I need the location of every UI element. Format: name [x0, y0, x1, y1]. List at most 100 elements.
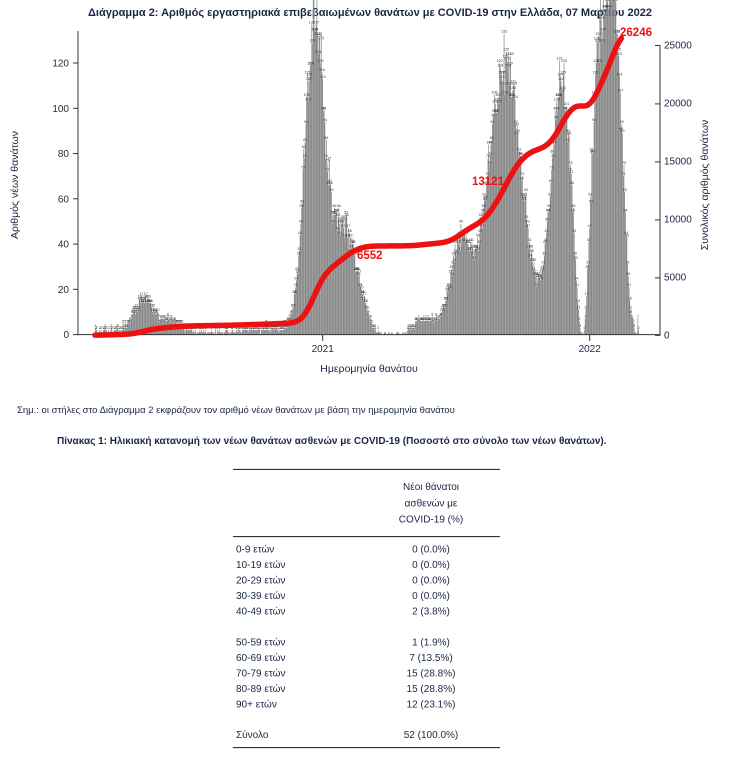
svg-text:3: 3	[579, 324, 581, 328]
svg-text:20: 20	[359, 285, 363, 289]
svg-text:Αριθμός νέων θανάτων: Αριθμός νέων θανάτων	[9, 131, 21, 239]
svg-text:75: 75	[569, 161, 573, 165]
svg-text:70: 70	[621, 172, 625, 176]
svg-text:45: 45	[544, 229, 548, 233]
svg-text:16: 16	[147, 294, 151, 298]
svg-text:Σύνολο: Σύνολο	[236, 729, 269, 741]
svg-text:2: 2	[377, 326, 379, 330]
svg-text:49: 49	[459, 220, 463, 224]
svg-text:94: 94	[323, 118, 327, 122]
svg-text:119: 119	[507, 61, 513, 65]
svg-text:7: 7	[584, 315, 586, 319]
svg-text:43: 43	[625, 233, 629, 237]
svg-text:70-79 ετών: 70-79 ετών	[236, 668, 285, 680]
svg-text:78: 78	[551, 154, 555, 158]
svg-text:33: 33	[574, 256, 578, 260]
svg-text:121: 121	[504, 57, 510, 61]
svg-text:30-39 ετών: 30-39 ετών	[236, 590, 285, 602]
svg-text:85: 85	[566, 138, 570, 142]
svg-text:2: 2	[583, 326, 585, 330]
svg-text:31: 31	[586, 260, 590, 264]
svg-text:5: 5	[159, 319, 161, 323]
svg-text:73: 73	[301, 165, 305, 169]
svg-text:79: 79	[519, 152, 523, 156]
svg-text:101: 101	[563, 102, 569, 106]
svg-text:108: 108	[510, 86, 516, 90]
svg-text:113: 113	[499, 75, 505, 79]
svg-text:95: 95	[554, 116, 558, 120]
svg-text:75: 75	[487, 161, 491, 165]
svg-text:35: 35	[542, 251, 546, 255]
svg-text:120: 120	[318, 59, 324, 63]
svg-text:116: 116	[319, 68, 325, 72]
svg-text:9: 9	[630, 310, 632, 314]
svg-text:61: 61	[548, 193, 552, 197]
svg-text:0 (0.0%): 0 (0.0%)	[412, 591, 450, 602]
svg-text:29: 29	[449, 265, 453, 269]
svg-text:80: 80	[550, 150, 554, 154]
svg-text:73: 73	[550, 165, 554, 169]
svg-text:115: 115	[500, 70, 506, 74]
svg-text:88: 88	[567, 131, 571, 135]
svg-text:43: 43	[349, 233, 353, 237]
svg-text:9: 9	[368, 310, 370, 314]
svg-text:29: 29	[585, 265, 589, 269]
svg-text:3: 3	[633, 324, 635, 328]
svg-text:0 (0.0%): 0 (0.0%)	[412, 575, 450, 586]
svg-text:7: 7	[637, 315, 639, 319]
svg-text:99: 99	[322, 107, 326, 111]
svg-text:26: 26	[626, 272, 630, 276]
svg-text:110: 110	[500, 82, 506, 86]
svg-text:66: 66	[329, 181, 333, 185]
svg-text:41: 41	[587, 238, 591, 242]
svg-text:93: 93	[620, 120, 624, 124]
svg-text:12: 12	[443, 303, 447, 307]
svg-text:54: 54	[571, 208, 575, 212]
svg-text:89: 89	[621, 129, 625, 133]
svg-text:114: 114	[617, 73, 623, 77]
svg-text:24: 24	[539, 276, 543, 280]
svg-text:56: 56	[572, 204, 576, 208]
svg-text:41: 41	[528, 238, 532, 242]
svg-text:56: 56	[547, 204, 551, 208]
svg-text:103: 103	[554, 98, 560, 102]
svg-text:6552: 6552	[357, 250, 383, 262]
svg-text:36: 36	[530, 249, 534, 253]
svg-text:40: 40	[351, 240, 355, 244]
svg-text:61: 61	[588, 193, 592, 197]
svg-text:133: 133	[501, 30, 507, 34]
svg-text:142: 142	[601, 9, 607, 13]
svg-text:134: 134	[600, 27, 606, 31]
svg-text:3: 3	[126, 324, 128, 328]
svg-text:20: 20	[58, 285, 70, 296]
svg-text:15: 15	[444, 297, 448, 301]
svg-text:41: 41	[544, 238, 548, 242]
svg-text:139: 139	[598, 16, 604, 20]
svg-text:118: 118	[498, 64, 504, 68]
svg-text:54: 54	[623, 208, 627, 212]
svg-text:108: 108	[560, 86, 566, 90]
svg-text:46: 46	[335, 227, 339, 231]
svg-text:103: 103	[305, 98, 311, 102]
svg-text:106: 106	[502, 91, 508, 95]
svg-text:11: 11	[365, 306, 369, 310]
svg-text:15: 15	[628, 297, 632, 301]
svg-text:49: 49	[299, 220, 303, 224]
svg-text:68: 68	[520, 177, 524, 181]
svg-text:119: 119	[308, 61, 314, 65]
svg-text:61: 61	[523, 193, 527, 197]
svg-text:50: 50	[545, 217, 549, 221]
svg-text:3: 3	[414, 324, 416, 328]
svg-text:21: 21	[535, 283, 539, 287]
svg-text:41: 41	[470, 238, 474, 242]
svg-text:31: 31	[626, 260, 630, 264]
svg-text:20-29 ετών: 20-29 ετών	[236, 574, 285, 586]
svg-text:45: 45	[572, 229, 576, 233]
svg-text:129: 129	[599, 39, 605, 43]
svg-text:96: 96	[491, 113, 495, 117]
svg-text:66: 66	[570, 181, 574, 185]
svg-text:35: 35	[455, 251, 459, 255]
svg-text:58: 58	[300, 199, 304, 203]
svg-text:89: 89	[516, 129, 520, 133]
svg-text:3: 3	[374, 324, 376, 328]
